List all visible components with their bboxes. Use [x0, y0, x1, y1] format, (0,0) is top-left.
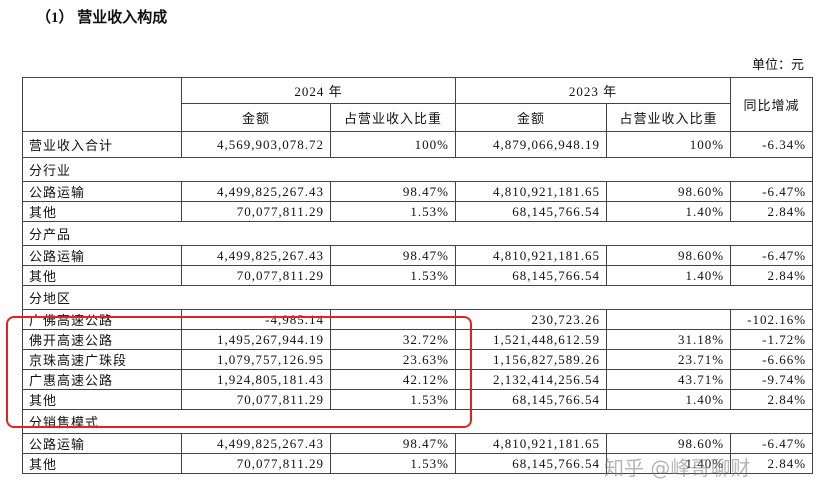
value-cell: 1,156,827,589.26	[455, 349, 608, 370]
section-row: 分行业	[21, 157, 814, 182]
value-cell: 4,499,825,267.43	[181, 433, 331, 454]
value-cell: 43.71%	[606, 369, 732, 390]
value-cell: 68,145,766.54	[455, 265, 608, 286]
value-cell: -102.16%	[730, 309, 814, 330]
value-cell: 4,810,921,181.65	[455, 433, 608, 454]
data-row: 佛开高速公路 1,495,267,944.19 32.72% 1,521,448,61…	[22, 329, 814, 350]
header-cell: 金额	[181, 103, 331, 132]
header-cell: 占营业收入比重	[329, 103, 457, 132]
highlight-box	[6, 316, 472, 428]
value-cell: 4,499,825,267.43	[181, 181, 331, 202]
data-row: 其他 70,077,811.29 1.53% 68,145,766.54 1.40% 2.…	[22, 201, 814, 222]
watermark: 知乎 @峰哥聊财	[604, 456, 751, 480]
label-cell: 公路运输	[22, 433, 182, 454]
value-cell: 1,521,448,612.59	[455, 329, 608, 350]
value-cell: 1,079,757,126.95	[181, 349, 331, 370]
header-cell: 同比增减	[730, 77, 814, 132]
value-cell: 4,499,825,267.43	[181, 245, 331, 266]
value-cell: 98.60%	[606, 245, 732, 266]
label-cell: 公路运输	[22, 181, 182, 202]
value-cell: 98.47%	[329, 181, 457, 202]
value-cell: 70,077,811.29	[181, 201, 331, 222]
value-cell: 100%	[329, 131, 457, 158]
value-cell: 23.71%	[606, 349, 732, 370]
value-cell: -1.72%	[730, 329, 814, 350]
value-cell: 98.47%	[329, 245, 457, 266]
value-cell: 1.53%	[329, 453, 457, 474]
section-row: 分产品	[21, 221, 814, 246]
value-cell: 23.63%	[329, 349, 457, 370]
data-row: 其他 70,077,811.29 1.53% 68,145,766.54 1.40% 2.…	[22, 453, 814, 474]
value-cell: -6.66%	[730, 349, 814, 370]
value-cell: 1.53%	[329, 201, 457, 222]
label-cell: 其他	[22, 453, 182, 474]
value-cell: 1.40%	[606, 201, 732, 222]
data-row: 营业收入合计 4,569,903,078.72 100% 4,879,066,948.…	[22, 131, 814, 158]
value-cell: 2.84%	[730, 453, 814, 474]
value-cell: -9.74%	[730, 369, 814, 390]
section-cell: 分产品	[21, 221, 814, 246]
value-cell: 100%	[606, 131, 732, 158]
value-cell: 4,810,921,181.65	[455, 245, 608, 266]
value-cell: 1.53%	[329, 265, 457, 286]
value-cell: 70,077,811.29	[181, 265, 331, 286]
value-cell: 2.84%	[730, 389, 814, 410]
value-cell: 2,132,414,256.54	[455, 369, 608, 390]
value-cell: 2.84%	[730, 201, 814, 222]
value-cell: 68,145,766.54	[455, 453, 608, 474]
data-row: 其他 70,077,811.29 1.53% 68,145,766.54 1.40% 2.…	[22, 389, 814, 410]
header-cell: 占营业收入比重	[606, 103, 732, 132]
value-cell: -6.34%	[730, 131, 814, 158]
data-row: 公路运输 4,499,825,267.43 98.47% 4,810,921,181.…	[22, 433, 814, 454]
label-cell: 广惠高速公路	[22, 369, 182, 390]
data-row: 广惠高速公路 1,924,805,181.43 42.12% 2,132,414,25…	[22, 369, 814, 390]
value-cell: 98.47%	[329, 433, 457, 454]
value-cell: 230,723.26	[455, 309, 608, 330]
header-cell: 2024 年	[180, 77, 457, 104]
value-cell: 70,077,811.29	[181, 453, 331, 474]
value-cell: -6.47%	[730, 245, 814, 266]
value-cell	[606, 309, 732, 330]
value-cell: 4,810,921,181.65	[455, 181, 608, 202]
section-cell: 分地区	[21, 285, 814, 310]
value-cell: 32.72%	[329, 329, 457, 350]
value-cell: 68,145,766.54	[455, 389, 608, 410]
label-cell: 其他	[22, 201, 182, 222]
table-body: 2024 年 2023 年 同比增减 金额 占营业收入比重 金额 占营业收入比重 营业…	[21, 77, 814, 474]
header-cell	[22, 77, 182, 132]
data-row: 公路运输 4,499,825,267.43 98.47% 4,810,921,181.…	[22, 181, 814, 202]
label-cell: 京珠高速广珠段	[22, 349, 182, 370]
value-cell: 1.40%	[606, 389, 732, 410]
section-row: 分地区	[21, 285, 814, 310]
value-cell: 98.60%	[606, 181, 732, 202]
value-cell: -6.47%	[730, 433, 814, 454]
value-cell: 1.40%	[606, 265, 732, 286]
value-cell: 1.40%	[606, 453, 732, 474]
value-cell: 4,569,903,078.72	[181, 131, 331, 158]
header-row: 金额 占营业收入比重 金额 占营业收入比重	[23, 103, 813, 132]
label-cell: 其他	[22, 265, 182, 286]
value-cell: 70,077,811.29	[181, 389, 331, 410]
label-cell: 营业收入合计	[22, 131, 182, 158]
label-cell: 公路运输	[22, 245, 182, 266]
section-title: （1） 营业收入构成	[36, 10, 168, 26]
header-cell: 金额	[455, 103, 608, 132]
unit-label: 单位：元	[751, 57, 804, 72]
section-cell: 分行业	[21, 157, 814, 182]
value-cell: 2.84%	[730, 265, 814, 286]
value-cell: 4,879,066,948.19	[455, 131, 608, 158]
value-cell: 31.18%	[606, 329, 732, 350]
value-cell: 68,145,766.54	[455, 201, 608, 222]
value-cell: 98.60%	[606, 433, 732, 454]
value-cell: -6.47%	[730, 181, 814, 202]
revenue-table: 2024 年 2023 年 同比增减 金额 占营业收入比重 金额 占营业收入比重 营业…	[21, 77, 814, 474]
header-cell: 2023 年	[455, 77, 732, 104]
header-row: 2024 年 2023 年 同比增减	[22, 77, 814, 132]
data-row: 公路运输 4,499,825,267.43 98.47% 4,810,921,181.…	[22, 245, 814, 266]
data-row: 其他 70,077,811.29 1.53% 68,145,766.54 1.40% 2.…	[22, 265, 814, 286]
